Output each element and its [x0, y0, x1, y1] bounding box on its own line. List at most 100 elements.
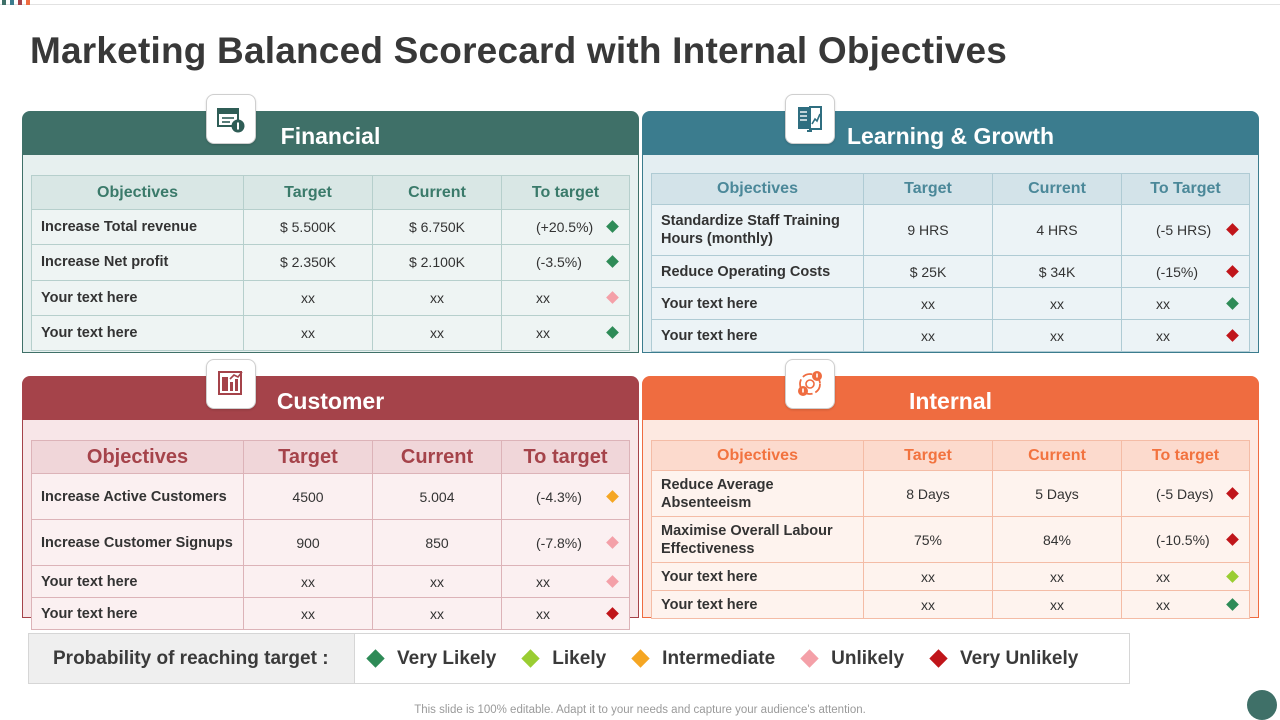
table-row: Your text here xx xx xx [651, 319, 1250, 352]
to-target-value: xx [536, 605, 550, 622]
column-header: Target [243, 175, 373, 210]
objective-value: Increase Total revenue [41, 219, 198, 236]
objective-value: Your text here [41, 289, 138, 306]
column-header: Target [863, 173, 993, 205]
target-cell: 4500 [243, 473, 373, 520]
current-cell: xx [992, 287, 1122, 320]
column-header: Current [372, 175, 502, 210]
objective-cell: Maximise Overall Labour Effectiveness [651, 516, 864, 563]
column-header: Target [243, 440, 373, 474]
target-value: xx [301, 325, 315, 342]
legend-items: Very Likely Likely Intermediate Unlikely Ver… [366, 634, 1106, 683]
legend-item-label: Very Likely [397, 647, 497, 669]
column-header: Objectives [651, 173, 864, 205]
status-diamond-icon [606, 326, 619, 339]
table-header-row: Objectives Target Current To target [651, 440, 1250, 471]
target-cell: 8 Days [863, 470, 993, 517]
legend-label: Probability of reaching target : [29, 634, 355, 683]
target-cell: 9 HRS [863, 204, 993, 256]
objective-value: Your text here [661, 327, 758, 344]
objective-value: Your text here [41, 325, 138, 342]
legend-diamond-icon [366, 649, 385, 668]
table-row: Increase Active Customers 4500 5.004 (-4.3%… [31, 473, 630, 520]
to-target-cell: xx [501, 597, 630, 630]
target-value: 75% [913, 531, 943, 548]
top-divider [0, 4, 1280, 5]
corner-circle-decoration [1247, 690, 1277, 720]
financial-body: Objectives Target Current To target Increase… [22, 155, 639, 353]
current-value: 5.004 [419, 488, 455, 505]
table-row: Maximise Overall Labour Effectiveness 75%… [651, 516, 1250, 563]
objective-value: Your text here [661, 295, 758, 312]
legend-item-intermediate: Intermediate [631, 648, 775, 670]
table-row: Your text here xx xx xx [651, 590, 1250, 619]
to-target-value: (-10.5%) [1156, 531, 1210, 548]
status-diamond-icon [1226, 597, 1239, 611]
legend-diamond-icon [631, 649, 650, 668]
to-target-cell: (-4.3%) [501, 473, 630, 520]
to-target-cell: (-10.5%) [1121, 516, 1250, 563]
internal-header: Internal [642, 376, 1259, 422]
internal-table: Objectives Target Current To target Reduce A… [651, 440, 1250, 619]
current-value: 850 [425, 534, 449, 551]
objective-cell: Reduce Average Absenteeism [651, 470, 864, 517]
objective-value: Increase Customer Signups [41, 534, 233, 551]
column-header: Current [992, 440, 1122, 471]
status-diamond-icon [1226, 569, 1239, 583]
target-cell: xx [243, 597, 373, 630]
target-value: $ 25K [909, 263, 947, 280]
status-diamond-icon [1226, 486, 1239, 500]
objective-cell: Your text here [651, 287, 864, 320]
status-diamond-icon [1226, 532, 1239, 546]
to-target-value: (-5 Days) [1156, 485, 1214, 502]
financial-panel: Financial Objectives Target Current To targ… [22, 94, 639, 353]
current-cell: $ 2.100K [372, 244, 502, 281]
target-value: xx [301, 289, 315, 306]
current-value: xx [1050, 596, 1064, 613]
customer-panel: Customer Objectives Target Current To targe… [22, 359, 639, 630]
current-cell: 4 HRS [992, 204, 1122, 256]
current-value: $ 6.750K [408, 219, 466, 236]
current-value: 5 Days [1035, 485, 1079, 502]
to-target-cell: (+20.5%) [501, 208, 630, 246]
objective-value: Increase Net profit [41, 254, 169, 271]
legend-diamond-icon [521, 649, 540, 668]
target-value: $ 2.350K [279, 254, 337, 271]
objective-value: Your text here [41, 573, 138, 590]
column-header: To Target [1121, 173, 1250, 205]
current-cell: xx [372, 597, 502, 630]
target-cell: xx [863, 590, 993, 619]
current-value: xx [1050, 295, 1064, 312]
to-target-cell: xx [1121, 590, 1250, 619]
to-target-cell: xx [501, 279, 630, 316]
target-cell: xx [863, 562, 993, 591]
target-value: 8 Days [906, 485, 950, 502]
to-target-cell: (-5 HRS) [1121, 204, 1250, 256]
target-value: xx [921, 327, 935, 344]
target-cell: 75% [863, 516, 993, 563]
objective-cell: Increase Active Customers [31, 473, 244, 520]
objective-value: Maximise Overall Labour Effectiveness [661, 522, 833, 557]
status-diamond-icon [606, 220, 619, 234]
table-row: Your text here xx xx xx [651, 562, 1250, 591]
objective-cell: Your text here [651, 319, 864, 352]
legend-item-likely: Likely [521, 648, 606, 670]
finance-calendar-icon [206, 94, 256, 144]
current-value: xx [1050, 568, 1064, 585]
objective-value: Your text here [661, 568, 758, 585]
target-cell: $ 5.500K [243, 208, 373, 246]
target-value: xx [301, 605, 315, 622]
status-diamond-icon [606, 574, 619, 588]
customer-table: Objectives Target Current To target Increase… [31, 440, 630, 630]
to-target-value: (-3.5%) [536, 254, 582, 271]
current-value: xx [1050, 327, 1064, 344]
current-cell: $ 34K [992, 255, 1122, 288]
to-target-cell: xx [501, 565, 630, 598]
table-row: Standardize Staff Training Hours (monthl… [651, 204, 1250, 256]
current-value: $ 34K [1038, 263, 1076, 280]
corner-decoration [2, 0, 30, 5]
financial-title: Financial [280, 123, 381, 149]
target-value: xx [921, 568, 935, 585]
target-cell: $ 2.350K [243, 244, 373, 281]
column-header: Current [992, 173, 1122, 205]
